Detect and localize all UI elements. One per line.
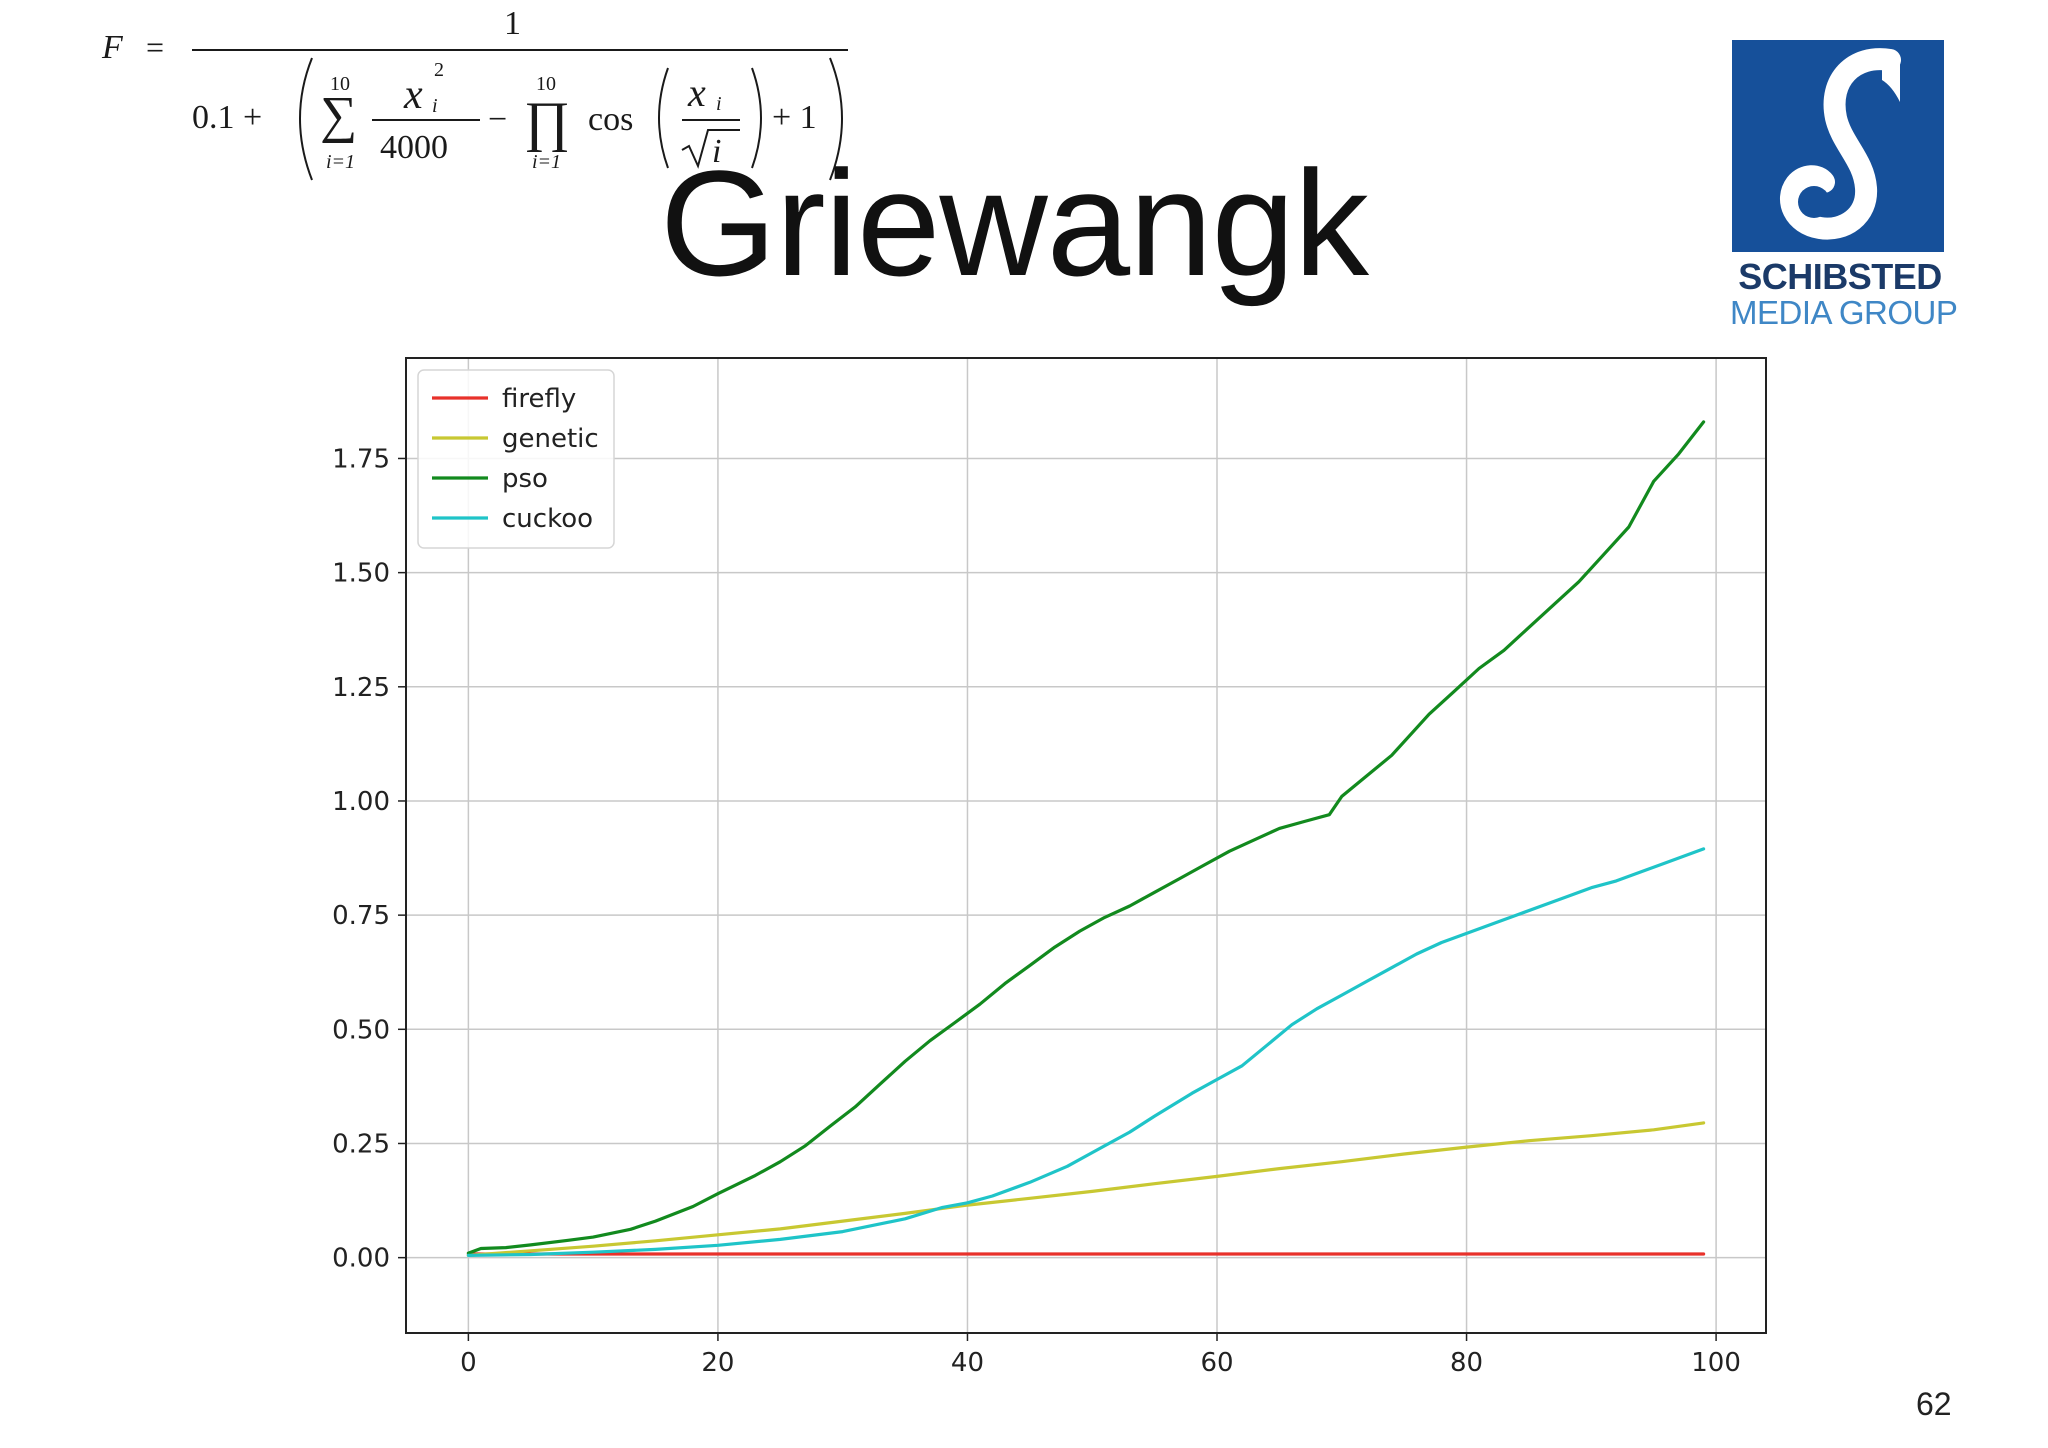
formula-sum-symbol: ∑ <box>320 87 357 144</box>
tick-layer: 0 20 40 60 80 100 0.00 0.25 0.50 0.75 1.00 1.25 1.50… <box>332 444 1741 1378</box>
formula-minus: − <box>488 101 507 138</box>
formula-constant: 0.1 + <box>192 99 262 136</box>
formula-sum-upper: 10 <box>330 73 350 95</box>
series-layer <box>466 420 1706 1258</box>
legend-label-cuckoo: cuckoo <box>502 504 593 534</box>
x-tick-label: 40 <box>951 1348 984 1378</box>
y-tick-label: 0.25 <box>332 1129 390 1159</box>
legend-label-firefly: firefly <box>502 384 576 414</box>
formula-sum-lower: i=1 <box>326 151 355 173</box>
y-tick-label: 1.25 <box>332 673 390 703</box>
x-tick-label: 80 <box>1450 1348 1483 1378</box>
series-line-pso <box>466 420 1706 1255</box>
formula-prod-symbol: ∏ <box>524 91 570 153</box>
x-tick-label: 60 <box>1200 1348 1233 1378</box>
y-tick-label: 0.00 <box>332 1244 390 1274</box>
x-tick-label: 20 <box>701 1348 734 1378</box>
formula-plus-one: + 1 <box>772 99 817 136</box>
grid-layer <box>406 358 1766 1333</box>
formula-cos-right-paren <box>751 67 762 169</box>
logo-brand-subtitle: MEDIA GROUP <box>1730 294 1958 331</box>
griewangk-formula: F = 1 0.1 + 10 ∑ i=1 x i 2 4000 − 10 ∏ i… <box>88 0 868 190</box>
formula-numerator: 1 <box>504 5 521 42</box>
page-number: 62 <box>1916 1386 1952 1422</box>
formula-prod-upper: 10 <box>536 73 556 95</box>
formula-x-cos-subscript: i <box>716 93 722 115</box>
formula-prod-lower: i=1 <box>532 151 561 173</box>
logo-s-eye <box>1798 186 1830 218</box>
formula-lhs: F <box>101 29 124 66</box>
formula-right-paren <box>829 57 843 181</box>
schibsted-logo: SCHIBSTED MEDIA GROUP <box>1730 38 1958 331</box>
logo-brand-name: SCHIBSTED <box>1738 256 1942 297</box>
formula-exponent: 2 <box>434 59 444 81</box>
formula-x-subscript: i <box>432 95 438 117</box>
slide-title: Griewangk <box>660 139 1369 307</box>
series-line-genetic <box>466 1121 1706 1258</box>
logo-s-curve <box>1780 48 1901 240</box>
y-tick-label: 0.75 <box>332 901 390 931</box>
formula-sqrt-i: i <box>712 133 721 170</box>
y-tick-label: 1.00 <box>332 787 390 817</box>
legend-label-genetic: genetic <box>502 424 599 454</box>
logo-s-top-serif <box>1882 60 1900 102</box>
x-tick-label: 100 <box>1691 1348 1741 1378</box>
logo-emblem <box>1732 40 1944 252</box>
legend-label-pso: pso <box>502 464 548 494</box>
formula-x-sum: x <box>403 72 423 118</box>
formula-equals: = <box>146 29 164 65</box>
plot-frame <box>405 357 1767 1334</box>
formula-cos-left-paren <box>658 67 669 169</box>
legend-box <box>417 369 615 549</box>
formula-x-cos: x <box>687 70 706 115</box>
formula-cos: cos <box>588 101 633 138</box>
y-tick-label: 1.75 <box>332 444 390 474</box>
formula-divisor: 4000 <box>380 129 448 166</box>
x-tick-label: 0 <box>460 1348 477 1378</box>
y-tick-label: 0.50 <box>332 1015 390 1045</box>
series-line-cuckoo <box>466 847 1706 1258</box>
legend: firefly genetic pso cuckoo <box>417 369 615 549</box>
y-tick-label: 1.50 <box>332 559 390 589</box>
formula-sqrt-sign <box>681 129 740 169</box>
formula-left-paren <box>299 57 313 181</box>
